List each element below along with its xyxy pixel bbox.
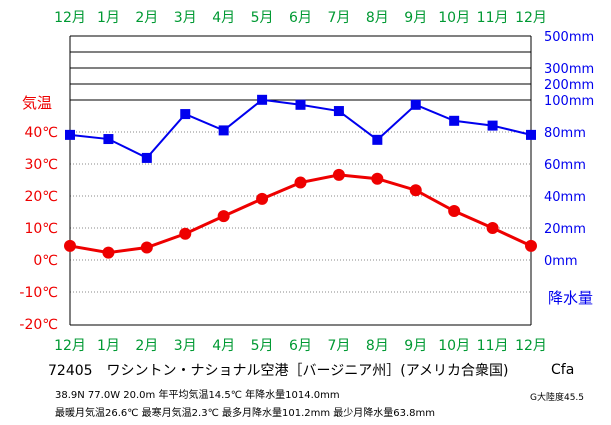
temperature-tick-label: -10℃ [19,285,58,301]
month-label-bottom: 2月 [135,338,158,354]
month-label-top: 12月 [515,10,547,26]
month-label-bottom: 7月 [327,338,350,354]
temperature-point [64,239,76,252]
chart-grid [70,35,531,293]
month-label-top: 9月 [404,10,427,26]
temperature-tick-label: 30℃ [24,157,58,173]
month-label-bottom: 8月 [366,338,389,354]
precipitation-point [257,94,268,105]
month-label-top: 1月 [97,10,120,26]
precipitation-point [103,134,114,145]
temperature-tick-label: -20℃ [19,317,58,333]
station-title: 72405 ワシントン・ナショナル空港［バージニア州］(アメリカ合衆国) [48,363,509,379]
temperature-point [179,227,192,240]
temperature-point [409,184,422,197]
chart-axes [69,36,532,326]
precipitation-point [333,106,344,117]
temperature-point [140,241,153,254]
temperature-tick-label: 40℃ [24,125,58,141]
precipitation-tick-label: 200mm [544,78,594,93]
temperature-tick-label: 0℃ [33,253,58,269]
precipitation-point [526,129,536,140]
temperature-series [64,168,537,259]
month-label-bottom: 1月 [97,338,120,354]
temperature-axis-title: 気温 [22,94,52,112]
temperature-point [102,246,115,259]
climate-chart: 12月 12月 1月 1月 2月 2月 3月 3月 4月 4月 5月 5月 6月 6月 7月 7月 8月 8月 9月… [19,10,594,354]
precipitation-tick-label: 300mm [544,62,594,77]
month-label-bottom: 12月 [54,338,86,354]
temperature-tick-label: 10℃ [24,221,58,237]
precipitation-point [295,99,306,110]
month-label-bottom: 5月 [251,338,274,354]
precipitation-point [180,109,191,120]
month-label-top: 4月 [212,10,235,26]
month-label-top: 11月 [477,10,509,26]
precipitation-tick-label: 100mm [544,94,594,109]
temperature-point [448,205,461,218]
precipitation-point [410,99,421,110]
temperature-point [217,210,230,223]
temperature-point [371,172,384,185]
chart-labels: 12月 12月 1月 1月 2月 2月 3月 3月 4月 4月 5月 5月 6月 6月 7月 7月 8月 8月 9月… [19,10,594,354]
month-label-bottom: 11月 [477,338,509,354]
precipitation-tick-label: 80mm [544,126,586,141]
precipitation-tick-label: 40mm [544,190,586,205]
precipitation-series [65,94,536,163]
precipitation-tick-label: 60mm [544,158,586,173]
month-label-top: 3月 [174,10,197,26]
month-label-bottom: 3月 [174,338,197,354]
precipitation-point [449,115,460,126]
precipitation-point [372,134,383,145]
month-label-bottom: 6月 [289,338,312,354]
station-stats-line-1: 38.9N 77.0W 20.0m 年平均気温14.5℃ 年降水量1014.0m… [55,390,340,401]
station-stats-line-2: 最暖月気温26.6℃ 最寒月気温2.3℃ 最多月降水量101.2mm 最少月降水… [55,408,436,419]
precipitation-point [487,120,498,131]
precipitation-tick-label: 20mm [544,222,586,237]
month-label-bottom: 9月 [404,338,427,354]
temperature-point [525,239,537,252]
climate-classification: Cfa [551,362,575,378]
month-label-bottom: 10月 [438,338,470,354]
precipitation-axis-title: 降水量 [548,289,593,307]
precipitation-point [218,125,229,136]
precipitation-tick-label: 0mm [544,254,578,269]
month-label-top: 10月 [438,10,470,26]
month-label-top: 5月 [251,10,274,26]
continentality-index: G大陸度45.5 [530,393,585,403]
temperature-tick-label: 20℃ [24,189,58,205]
temperature-point [256,192,269,205]
month-label-top: 6月 [289,10,312,26]
precipitation-point [65,129,75,140]
month-label-top: 12月 [54,10,86,26]
month-label-top: 2月 [135,10,158,26]
temperature-point [294,176,307,189]
temperature-point [332,168,345,181]
precipitation-point [141,152,152,163]
month-label-top: 7月 [327,10,350,26]
month-label-top: 8月 [366,10,389,26]
month-label-bottom: 4月 [212,338,235,354]
temperature-point [486,222,499,234]
month-label-bottom: 12月 [515,338,547,354]
precipitation-tick-label: 500mm [544,30,594,45]
